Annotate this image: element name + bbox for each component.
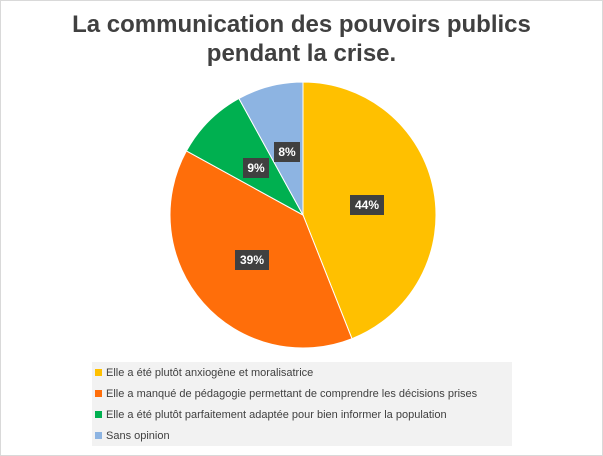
pie-slice: [238, 81, 304, 216]
legend-label: Elle a manqué de pédagogie permettant de…: [106, 387, 478, 400]
data-label-box: [243, 158, 269, 178]
legend-swatch: [95, 432, 102, 439]
legend-label: Sans opinion: [106, 429, 170, 442]
data-label-text: 44%: [355, 198, 379, 212]
legend-label: Elle a été plutôt anxiogène et moralisat…: [106, 366, 314, 379]
legend-swatch: [95, 390, 102, 397]
pie-slice: [169, 150, 353, 349]
legend-item: Elle a été plutôt parfaitement adaptée p…: [92, 404, 512, 425]
data-label-text: 39%: [240, 253, 264, 267]
legend-item: Elle a été plutôt anxiogène et moralisat…: [92, 362, 512, 383]
chart-title: La communication des pouvoirs publics pe…: [0, 10, 603, 68]
legend: Elle a été plutôt anxiogène et moralisat…: [92, 362, 512, 446]
data-label-text: 9%: [247, 161, 265, 175]
data-label: 44%: [350, 195, 384, 215]
legend-label: Elle a été plutôt parfaitement adaptée p…: [106, 408, 447, 421]
legend-swatch: [95, 411, 102, 418]
legend-item: Elle a manqué de pédagogie permettant de…: [92, 383, 512, 404]
chart-title-line-2: pendant la crise.: [206, 40, 397, 67]
legend-swatch: [95, 369, 102, 376]
legend-item: Sans opinion: [92, 425, 512, 446]
data-label-box: [235, 250, 269, 270]
data-label-box: [350, 195, 384, 215]
chart-title-line-1: La communication des pouvoirs publics: [72, 11, 531, 38]
data-label-box: [274, 142, 300, 162]
data-label: 39%: [235, 250, 269, 270]
data-label: 9%: [243, 158, 269, 178]
data-label-text: 8%: [278, 145, 296, 159]
data-label: 8%: [274, 142, 300, 162]
